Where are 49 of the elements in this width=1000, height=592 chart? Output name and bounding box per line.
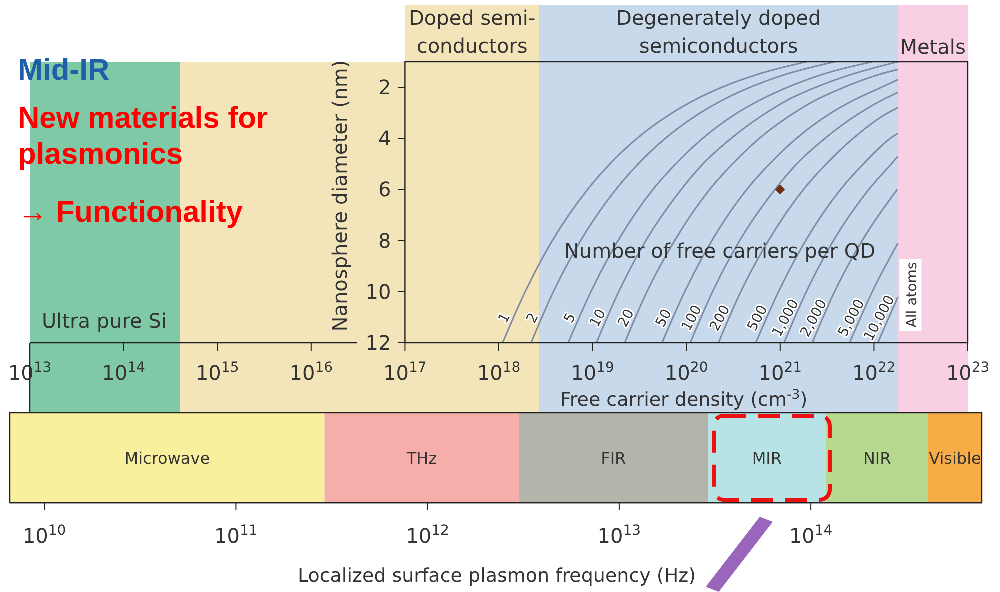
band-label: Degenerately doped semiconductors — [616, 6, 822, 58]
annotation: Number of free carriers per QD — [564, 239, 876, 263]
series-label: FIR — [601, 449, 626, 468]
text: 5 — [561, 310, 580, 326]
x-tick-label: 10$^{18}$ — [477, 360, 521, 385]
y-axis-title: Nanosphere diameter (nm) — [328, 60, 352, 332]
x-tick-label: 10$^{14}$ — [789, 523, 833, 548]
x-axis-title: Free carrier density (cm$^{-3}$) — [560, 388, 808, 411]
annotation: All atoms — [904, 262, 921, 328]
x-tick-label: 10$^{10}$ — [22, 523, 66, 548]
bar — [324, 413, 520, 503]
x-tick-label: 10$^{14}$ — [102, 360, 146, 385]
x-tick-label: 10$^{20}$ — [664, 360, 708, 385]
bar — [10, 413, 325, 503]
x-tick-label: 10$^{17}$ — [384, 360, 427, 385]
y-tick-label: 12 — [366, 331, 392, 355]
text: 20 — [615, 306, 638, 330]
x-tick-label: 10$^{16}$ — [290, 360, 334, 385]
x-tick-label: 10$^{13}$ — [598, 523, 642, 548]
x-tick-label: 10$^{23}$ — [946, 360, 990, 385]
bar — [519, 413, 708, 503]
text: 200 — [707, 302, 734, 334]
text: 50 — [652, 306, 676, 330]
x-tick-label: 10$^{15}$ — [196, 360, 240, 385]
band-label: Doped semi- conductors — [408, 6, 536, 58]
y-tick-label: 2 — [378, 76, 392, 100]
y-tick-label: 4 — [378, 126, 392, 151]
y-tick-label: 10 — [366, 280, 392, 304]
text: 500 — [744, 302, 772, 334]
x-tick-label: 10$^{21}$ — [758, 360, 802, 385]
text: 2 — [524, 310, 542, 326]
series-label: Microwave — [124, 449, 210, 468]
series-label: THz — [406, 449, 438, 468]
band-label: Metals — [900, 35, 966, 59]
series-label: MIR — [752, 449, 782, 468]
x-tick-label: 10$^{22}$ — [852, 360, 896, 385]
bar — [928, 413, 982, 503]
y-tick-label: 6 — [378, 178, 392, 202]
x-tick-label: 10$^{12}$ — [406, 523, 450, 548]
text: 100 — [678, 302, 706, 334]
x-tick-label: 10$^{19}$ — [571, 360, 614, 385]
series-label: Visible — [929, 449, 982, 468]
series-label: NIR — [863, 449, 892, 468]
x-tick-label: 10$^{11}$ — [214, 523, 258, 548]
y-tick-label: 8 — [378, 228, 392, 253]
x-axis-title: Localized surface plasmon frequency (Hz) — [298, 565, 696, 587]
text: 1 — [496, 310, 514, 326]
band-label: Ultra pure Si — [42, 309, 167, 333]
text: 10 — [587, 306, 610, 330]
